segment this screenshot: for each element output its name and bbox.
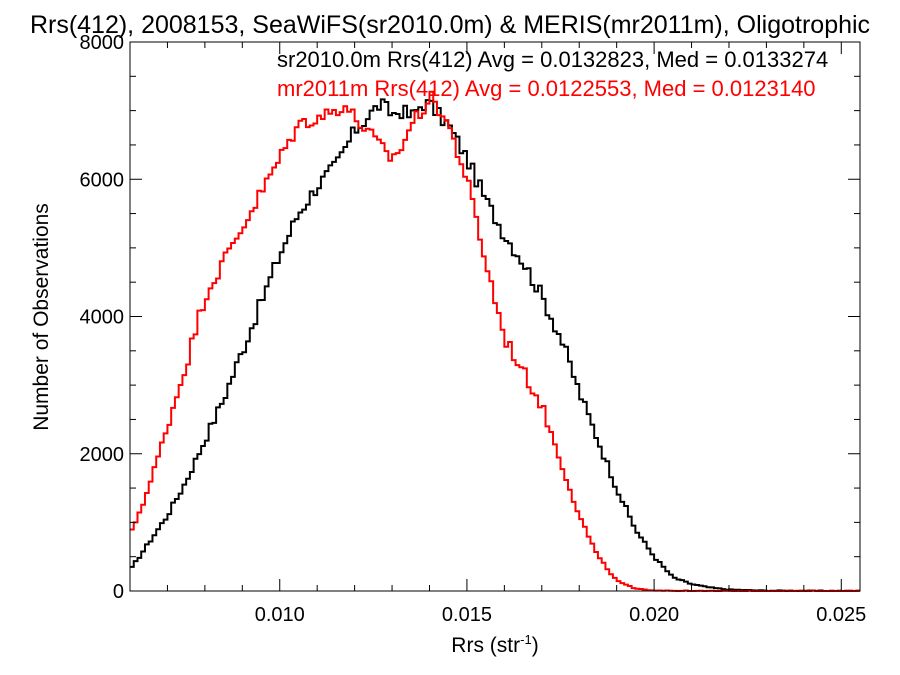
y-tick-label: 2000 <box>80 444 125 466</box>
y-tick-label: 8000 <box>80 32 125 54</box>
y-tick-label: 6000 <box>80 169 125 191</box>
x-tick-label: 0.015 <box>442 604 492 626</box>
x-tick-label: 0.025 <box>816 604 866 626</box>
legend-entry-sr2010: sr2010.0m Rrs(412) Avg = 0.0132823, Med … <box>277 47 828 72</box>
y-tick-label: 4000 <box>80 307 125 329</box>
y-axis-label: Number of Observations <box>30 203 53 431</box>
x-tick-label: 0.020 <box>629 604 679 626</box>
plot-frame <box>129 41 861 592</box>
x-axis-label-main: Rrs (str <box>451 634 520 657</box>
x-tick-label: 0.010 <box>255 604 305 626</box>
x-axis-label-sup: -1 <box>520 632 532 647</box>
y-tick-label: 0 <box>113 581 124 603</box>
x-axis-label: Rrs (str-1) <box>451 632 538 657</box>
chart-title: Rrs(412), 2008153, SeaWiFS(sr2010.0m) & … <box>30 11 870 39</box>
x-axis-label-end: ) <box>532 634 539 657</box>
series-line-mr2011m <box>130 90 860 592</box>
plot-area: 0.010 0.015 0.020 0.025 0 2000 4000 6000 8000 <box>80 32 867 626</box>
legend-entry-mr2011: mr2011m Rrs(412) Avg = 0.0122553, Med = … <box>277 76 816 101</box>
series-line-sr2010.0m <box>130 98 860 592</box>
